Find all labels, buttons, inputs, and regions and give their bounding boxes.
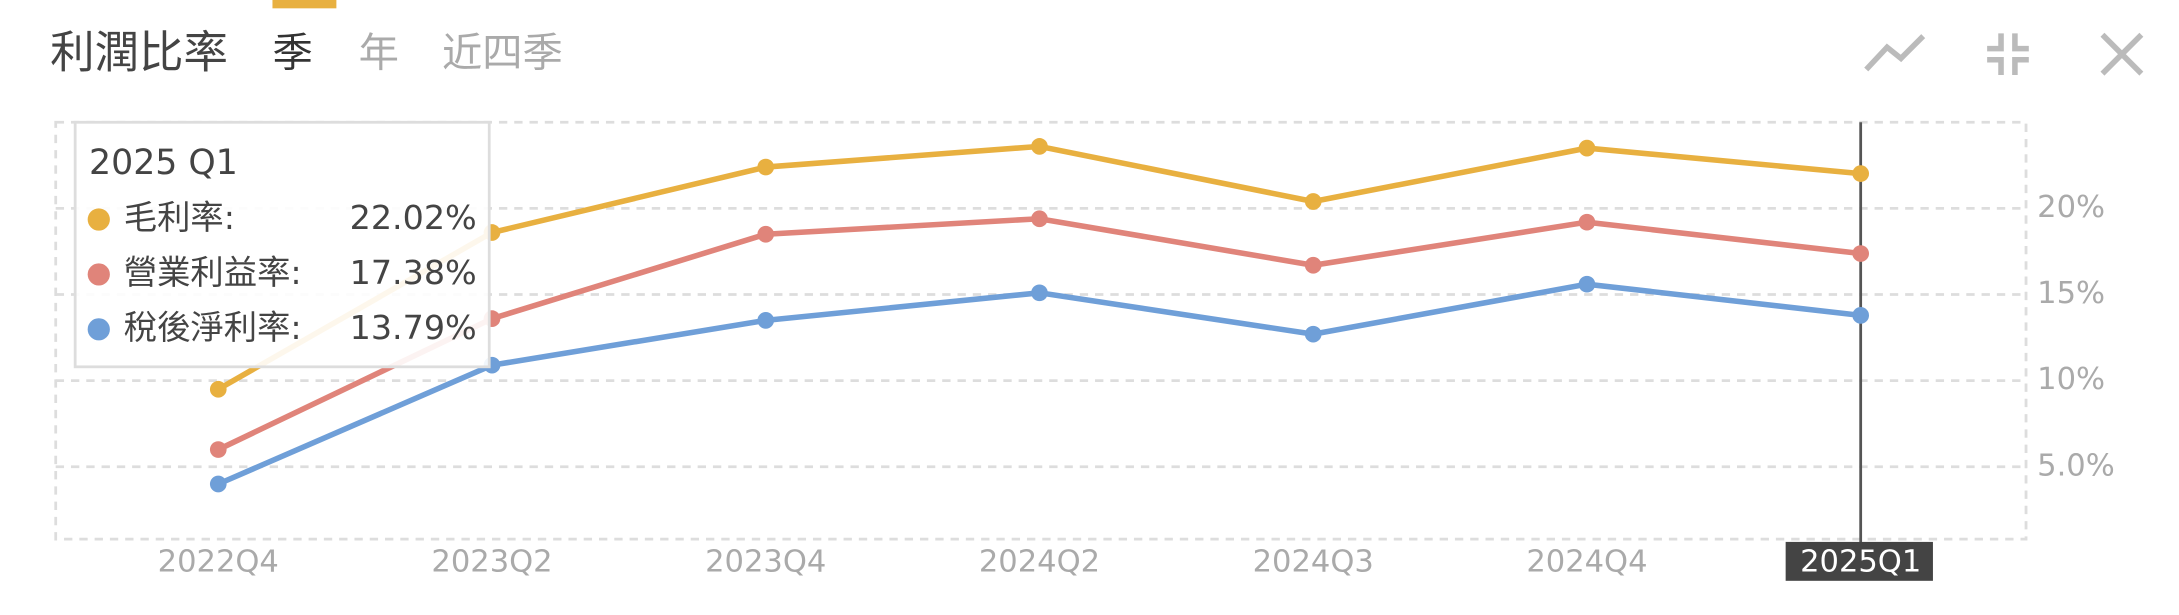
data-point [209, 380, 227, 398]
active-tab-bar [272, 0, 337, 9]
data-point [1578, 139, 1596, 157]
data-point [1304, 256, 1322, 274]
tooltip-value: 22.02% [350, 198, 477, 237]
tab[interactable]: 季 [272, 30, 312, 77]
tooltip-marker [87, 318, 110, 341]
y-tick-label: 15% [2037, 276, 2105, 311]
x-tick-label: 2025Q1 [1800, 544, 1921, 579]
tooltip-box [73, 120, 491, 369]
data-point [209, 475, 227, 493]
x-tick-label: 2024Q3 [1253, 544, 1374, 579]
data-point [1852, 165, 1870, 182]
tooltip-label: 稅後淨利率: [124, 308, 302, 347]
tooltip-marker [87, 263, 110, 286]
data-point [757, 312, 775, 329]
data-point [1031, 210, 1048, 228]
data-point [1304, 325, 1322, 343]
tooltip-label: 毛利率: [124, 198, 235, 237]
tooltip-marker [87, 208, 110, 231]
x-tick-label: 2024Q4 [1526, 544, 1647, 579]
collapse-icon[interactable] [1987, 33, 2029, 76]
x-tick-label: 2023Q2 [431, 544, 552, 579]
data-point [1578, 275, 1596, 293]
data-point [1578, 213, 1596, 231]
tab[interactable]: 近四季 [442, 30, 563, 77]
data-point [1852, 307, 1870, 324]
y-tick-label: 10% [2037, 362, 2105, 397]
y-tick-label: 5.0% [2037, 448, 2115, 483]
data-point [1304, 193, 1322, 210]
close-icon[interactable] [2100, 32, 2144, 76]
chart-title: 利潤比率 [50, 28, 228, 79]
data-point [209, 441, 227, 458]
data-point [757, 225, 775, 243]
data-point [1852, 245, 1870, 262]
x-label-highlight [1785, 541, 1933, 581]
x-tick-label: 2023Q4 [705, 544, 826, 579]
tab[interactable]: 年 [359, 30, 399, 77]
line-icon[interactable] [1864, 34, 1926, 72]
x-tick-label: 2024Q2 [979, 544, 1100, 579]
data-point [757, 158, 775, 176]
tooltip-label: 營業利益率: [124, 253, 302, 292]
data-point [1031, 138, 1048, 155]
plot-border [54, 120, 2028, 541]
tooltip-title: 2025 Q1 [89, 143, 238, 183]
x-tick-label: 2022Q4 [158, 544, 279, 579]
tooltip-value: 17.38% [350, 253, 477, 292]
y-tick-label: 20% [2037, 190, 2105, 225]
tooltip-value: 13.79% [350, 308, 477, 347]
data-point [1031, 284, 1048, 302]
